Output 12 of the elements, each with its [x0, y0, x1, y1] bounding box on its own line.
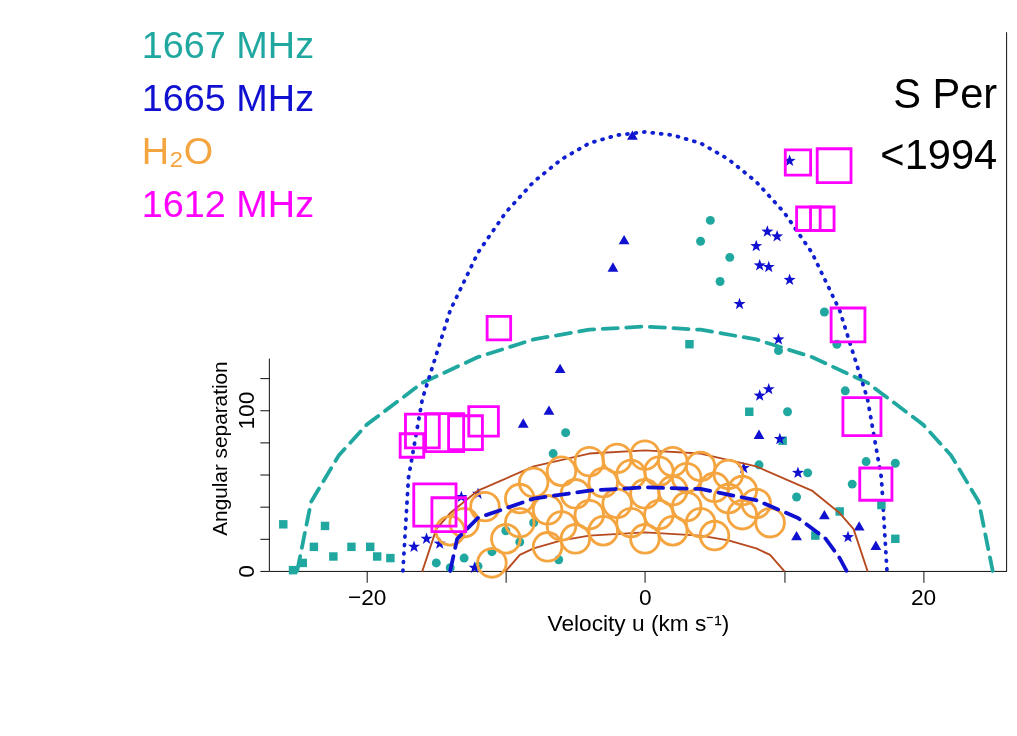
text: 1612 MHz [141, 182, 315, 225]
y-tick-label: 100 [232, 391, 259, 430]
text: H₂O [141, 129, 214, 172]
y-axis-title: Angular separation [208, 361, 232, 536]
x-tick-label: 20 [911, 583, 937, 610]
x-tick-label: −20 [347, 583, 387, 610]
annotation: <1994 [880, 131, 998, 179]
x-tick-label: 0 [639, 583, 652, 610]
text: 1665 MHz [141, 76, 315, 119]
text: 1667 MHz [141, 23, 315, 66]
x-axis-title: Velocity u (km s⁻¹) [547, 609, 730, 636]
annotation: S Per [893, 69, 998, 117]
